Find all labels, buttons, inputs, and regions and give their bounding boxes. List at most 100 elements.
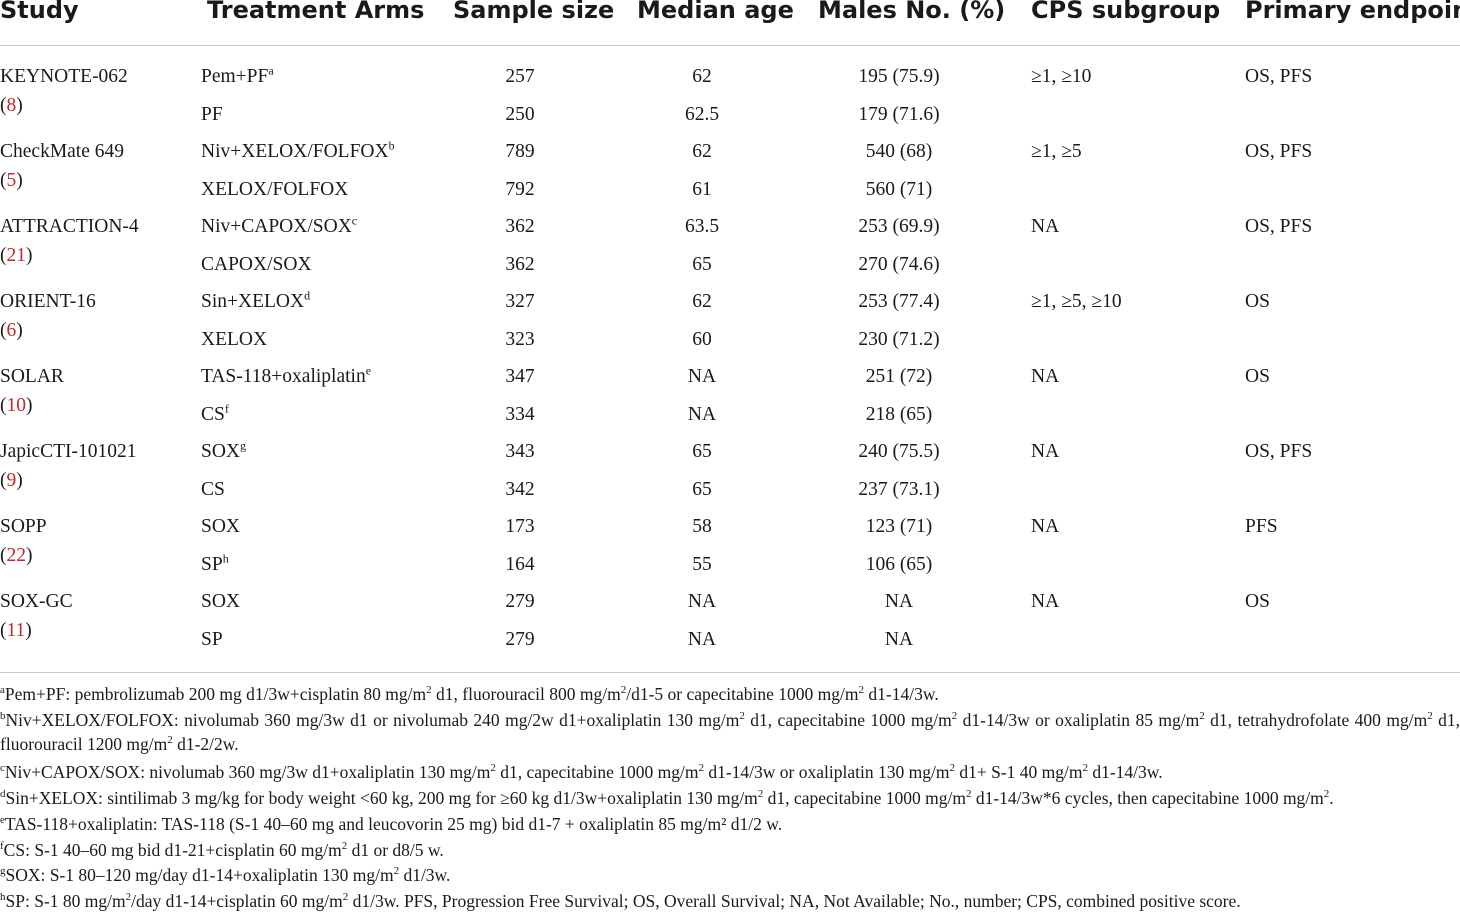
footnote-mark: f bbox=[0, 840, 4, 853]
males-count: 240 (75.5) bbox=[858, 441, 940, 462]
sample-size: 789 bbox=[505, 141, 535, 162]
treatment-arm: Niv+XELOX/FOLFOXb bbox=[201, 138, 395, 163]
treatment-arm: TAS-118+oxaliplatine bbox=[201, 363, 372, 388]
study-name: KEYNOTE-062 bbox=[0, 66, 128, 87]
sample-size: 362 bbox=[505, 253, 535, 275]
median-age: 62.5 bbox=[684, 103, 720, 125]
cps-subgroup: ≥1, ≥5 bbox=[1031, 141, 1082, 162]
sample-size: 334 bbox=[505, 403, 535, 425]
footnote-e: eTAS-118+oxaliplatin: TAS-118 (S-1 40–60… bbox=[0, 814, 783, 834]
reference-link[interactable]: 10 bbox=[6, 395, 27, 416]
footnote-mark: d bbox=[304, 288, 311, 303]
footnote-mark: a bbox=[268, 63, 274, 78]
reference-link[interactable]: 21 bbox=[6, 245, 27, 266]
treatment-arm: SOXg bbox=[201, 438, 247, 463]
sample-size: 362 bbox=[505, 216, 535, 237]
sample-size: 792 bbox=[505, 178, 535, 200]
cps-subgroup: ≥1, ≥5, ≥10 bbox=[1031, 291, 1122, 312]
sample-size: 327 bbox=[505, 291, 535, 312]
reference-link[interactable]: 11 bbox=[6, 620, 26, 641]
footnote-mark: e bbox=[0, 814, 5, 827]
reference-link[interactable]: 5 bbox=[6, 170, 17, 191]
footnote-c: cNiv+CAPOX/SOX: nivolumab 360 mg/3w d1+o… bbox=[0, 762, 1163, 782]
footnote-f: fCS: S-1 40–60 mg bid d1-21+cisplatin 60… bbox=[0, 840, 444, 860]
treatment-arm: PF bbox=[201, 103, 223, 125]
treatment-arm: Pem+PFa bbox=[201, 63, 274, 88]
males-count: 540 (68) bbox=[865, 141, 933, 162]
table-header: Study Treatment Arms Sample size Median … bbox=[0, 0, 1460, 30]
median-age: 61 bbox=[692, 178, 712, 200]
males-count: 230 (71.2) bbox=[858, 328, 940, 350]
treatment-arm: SP bbox=[201, 628, 223, 650]
footer-rule bbox=[0, 672, 1460, 673]
study-name: JapicCTI-101021 bbox=[0, 441, 137, 462]
sample-size: 279 bbox=[505, 628, 535, 650]
sample-size: 164 bbox=[505, 553, 535, 575]
col-header-primary-endpoints: Primary endpoints bbox=[1245, 0, 1460, 24]
males-count: 179 (71.6) bbox=[858, 103, 940, 125]
reference-link[interactable]: 6 bbox=[6, 320, 17, 341]
primary-endpoints: PFS bbox=[1245, 516, 1278, 537]
sample-size: 173 bbox=[505, 516, 535, 537]
sample-size: 342 bbox=[505, 478, 535, 500]
study-reference: (10) bbox=[0, 395, 33, 416]
treatment-arm: Sin+XELOXd bbox=[201, 288, 311, 313]
footnote-mark: a bbox=[0, 684, 5, 697]
cps-subgroup: NA bbox=[1031, 591, 1060, 612]
median-age: NA bbox=[687, 628, 717, 650]
study-reference: (9) bbox=[0, 470, 23, 491]
footnote-mark: e bbox=[365, 363, 372, 378]
col-header-median-age: Median age bbox=[637, 0, 794, 24]
footnote-mark: h bbox=[222, 551, 229, 565]
footnote-mark: b bbox=[388, 138, 395, 153]
col-header-sample-size: Sample size bbox=[453, 0, 615, 24]
footnote-mark: g bbox=[0, 865, 6, 878]
sample-size: 347 bbox=[505, 366, 535, 387]
primary-endpoints: OS, PFS bbox=[1245, 216, 1313, 237]
treatment-arm: SOX bbox=[201, 591, 241, 612]
median-age: NA bbox=[687, 366, 717, 387]
males-count: 123 (71) bbox=[865, 516, 933, 537]
primary-endpoints: OS, PFS bbox=[1245, 441, 1313, 462]
treatment-arm: XELOX bbox=[201, 328, 268, 350]
median-age: 62 bbox=[692, 291, 712, 312]
sample-size: 257 bbox=[505, 66, 535, 87]
treatment-arm: CAPOX/SOX bbox=[201, 253, 312, 275]
footnote-mark: c bbox=[0, 762, 5, 775]
reference-link[interactable]: 8 bbox=[6, 95, 17, 116]
males-count: 195 (75.9) bbox=[858, 66, 940, 87]
median-age: 55 bbox=[692, 553, 712, 575]
footnote-mark: g bbox=[240, 438, 247, 453]
sample-size: 250 bbox=[505, 103, 535, 125]
cps-subgroup: ≥1, ≥10 bbox=[1031, 66, 1092, 87]
reference-link[interactable]: 9 bbox=[6, 470, 17, 491]
sample-size: 323 bbox=[505, 328, 535, 350]
median-age: NA bbox=[687, 591, 717, 612]
study-name: SOPP bbox=[0, 516, 47, 537]
median-age: 58 bbox=[692, 516, 712, 537]
cps-subgroup: NA bbox=[1031, 366, 1060, 387]
col-header-treatment-arms: Treatment Arms bbox=[207, 0, 425, 24]
treatment-arm: CSf bbox=[201, 401, 229, 425]
footnote-d: dSin+XELOX: sintilimab 3 mg/kg for body … bbox=[0, 788, 1334, 808]
study-name: ATTRACTION-4 bbox=[0, 216, 139, 237]
study-reference: (6) bbox=[0, 320, 23, 341]
reference-link[interactable]: 22 bbox=[6, 545, 27, 566]
cps-subgroup: NA bbox=[1031, 216, 1060, 237]
median-age: 62 bbox=[692, 66, 712, 87]
primary-endpoints: OS, PFS bbox=[1245, 141, 1313, 162]
males-count: 251 (72) bbox=[865, 366, 933, 387]
males-count: 218 (65) bbox=[865, 403, 933, 425]
study-reference: (21) bbox=[0, 245, 33, 266]
median-age: 65 bbox=[692, 253, 712, 275]
median-age: NA bbox=[687, 403, 717, 425]
median-age: 60 bbox=[692, 328, 712, 350]
footnote-b: bNiv+XELOX/FOLFOX: nivolumab 360 mg/3w d… bbox=[0, 710, 1460, 754]
males-count: NA bbox=[884, 591, 914, 612]
cps-subgroup: NA bbox=[1031, 441, 1060, 462]
males-count: 106 (65) bbox=[865, 553, 933, 575]
footnote-mark: b bbox=[0, 710, 6, 723]
study-reference: (8) bbox=[0, 95, 23, 116]
col-header-cps-subgroup: CPS subgroup bbox=[1031, 0, 1221, 24]
median-age: 65 bbox=[692, 478, 712, 500]
